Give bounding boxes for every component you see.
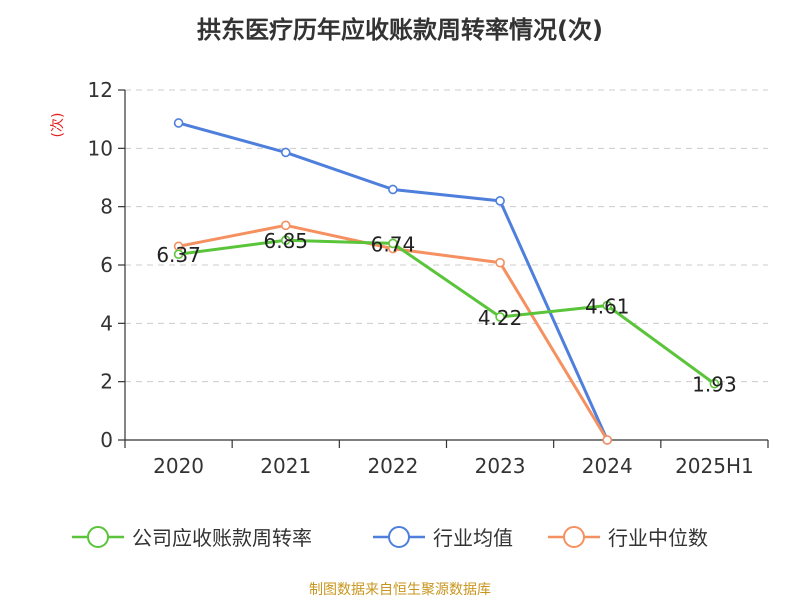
source-note: 制图数据来自恒生聚源数据库 bbox=[309, 582, 491, 598]
x-tick-label: 2024 bbox=[582, 454, 633, 478]
data-point bbox=[495, 196, 505, 206]
data-label: 1.93 bbox=[692, 373, 737, 397]
series-line bbox=[178, 238, 716, 385]
y-tick-label: 4 bbox=[100, 311, 113, 335]
y-tick-label: 6 bbox=[100, 253, 113, 277]
x-tick-label: 2023 bbox=[475, 454, 526, 478]
data-point bbox=[495, 257, 505, 268]
axes: 0 2 4 6 8 10 12 2020 2021 2022 2023 2024 2025H1 (次) bbox=[50, 78, 769, 478]
x-tick-label: 2022 bbox=[367, 454, 418, 478]
series-line bbox=[178, 121, 609, 441]
y-tick-label: 10 bbox=[88, 136, 113, 160]
gridlines bbox=[125, 89, 768, 383]
y-tick-label: 2 bbox=[100, 370, 113, 394]
y-tick-label: 0 bbox=[100, 428, 113, 452]
data-point bbox=[173, 118, 184, 128]
legend-marker bbox=[87, 526, 109, 548]
data-point bbox=[280, 220, 291, 231]
legend[interactable]: 公司应收账款周转率 行业均值 行业中位数 bbox=[72, 526, 708, 550]
legend-label: 公司应收账款周转率 bbox=[132, 526, 312, 550]
legend-marker bbox=[388, 526, 410, 548]
data-point bbox=[495, 312, 505, 322]
x-tick-label: 2020 bbox=[153, 454, 204, 478]
data-label: 6.74 bbox=[371, 232, 416, 256]
legend-label: 行业中位数 bbox=[608, 526, 708, 550]
data-point bbox=[388, 238, 398, 249]
y-tick-label: 12 bbox=[88, 78, 113, 102]
legend-label: 行业均值 bbox=[433, 526, 513, 550]
series-line bbox=[178, 223, 609, 441]
x-tick-label: 2021 bbox=[260, 454, 311, 478]
data-label: 4.61 bbox=[585, 295, 630, 319]
chart-title: 拱东医疗历年应收账款周转率情况(次) bbox=[197, 16, 603, 44]
y-tick-label: 8 bbox=[100, 195, 113, 219]
data-point bbox=[709, 378, 720, 389]
data-labels: 6.37 6.85 6.74 4.22 4.61 1.93 bbox=[156, 229, 736, 397]
data-label: 6.85 bbox=[263, 229, 308, 253]
data-label: 6.37 bbox=[156, 243, 201, 267]
data-point bbox=[602, 435, 613, 445]
data-point bbox=[280, 147, 291, 158]
data-point bbox=[388, 184, 398, 195]
data-point bbox=[602, 300, 613, 311]
y-axis-unit: (次) bbox=[50, 113, 66, 138]
data-point bbox=[280, 235, 291, 246]
x-tick-label: 2025H1 bbox=[675, 454, 754, 478]
legend-marker bbox=[563, 526, 585, 548]
data-point bbox=[173, 249, 184, 260]
data-label: 4.22 bbox=[478, 306, 523, 330]
series-lines bbox=[173, 118, 720, 445]
